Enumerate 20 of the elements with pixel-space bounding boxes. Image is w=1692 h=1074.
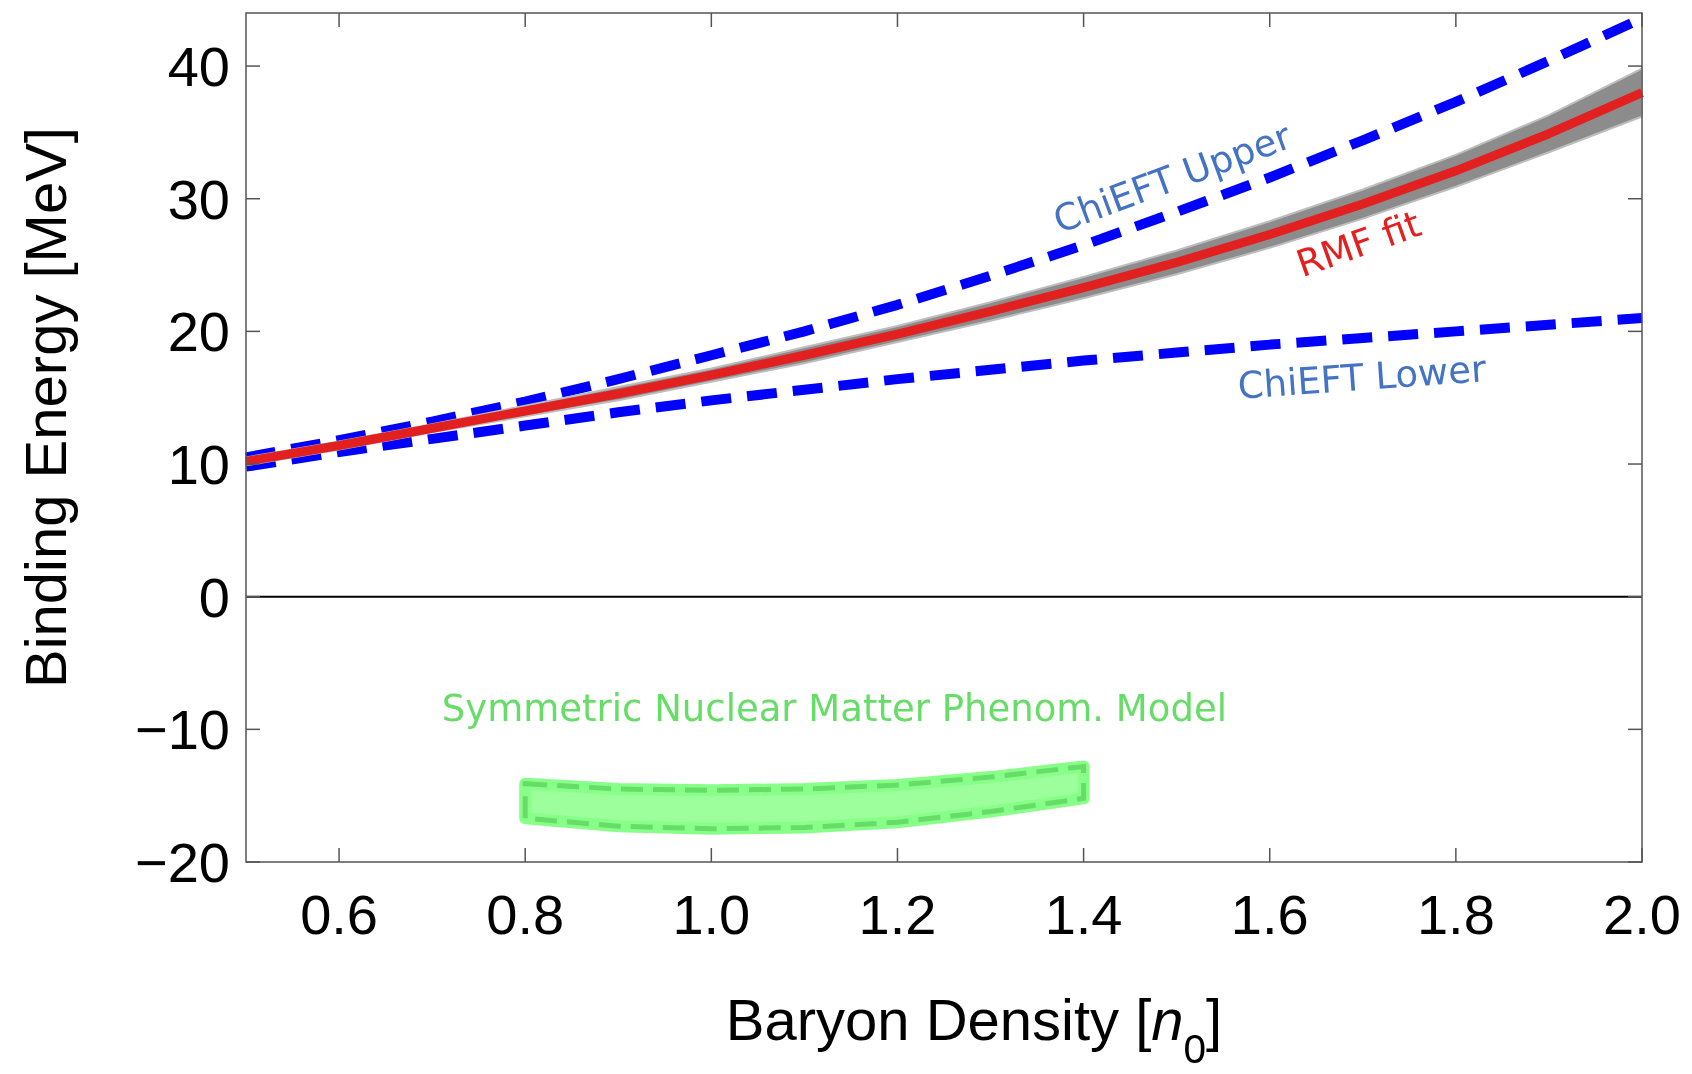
series-label: ChiEFT Lower: [1236, 347, 1489, 408]
x-axis-title: Baryon Density [n$_{0}$]: [725, 987, 1223, 1072]
x-tick-label: 1.8: [1416, 883, 1495, 946]
x-tick-label: 1.4: [1044, 883, 1123, 946]
y-tick-label: 10: [167, 433, 230, 497]
legend-label: Symmetric Nuclear Matter Phenom. Model: [441, 687, 1227, 731]
y-tick-label: 0: [198, 565, 230, 629]
y-tick-label: 30: [167, 167, 230, 231]
y-tick-label: 20: [167, 300, 230, 364]
x-tick-label: 1.2: [858, 883, 937, 946]
y-axis-title: Binding Energy [MeV]: [13, 127, 78, 688]
y-tick-label: −20: [135, 831, 230, 894]
x-tick-label: 0.6: [300, 883, 378, 946]
y-tick-label: −10: [135, 698, 230, 762]
x-tick-label: 2.0: [1603, 883, 1681, 946]
text: RMF fit: [1290, 202, 1427, 287]
x-tick-label: 1.0: [672, 883, 751, 946]
y-tick-label: 40: [167, 35, 230, 99]
x-tick-label: 1.6: [1230, 883, 1309, 946]
x-tick-label: 0.8: [486, 883, 565, 946]
